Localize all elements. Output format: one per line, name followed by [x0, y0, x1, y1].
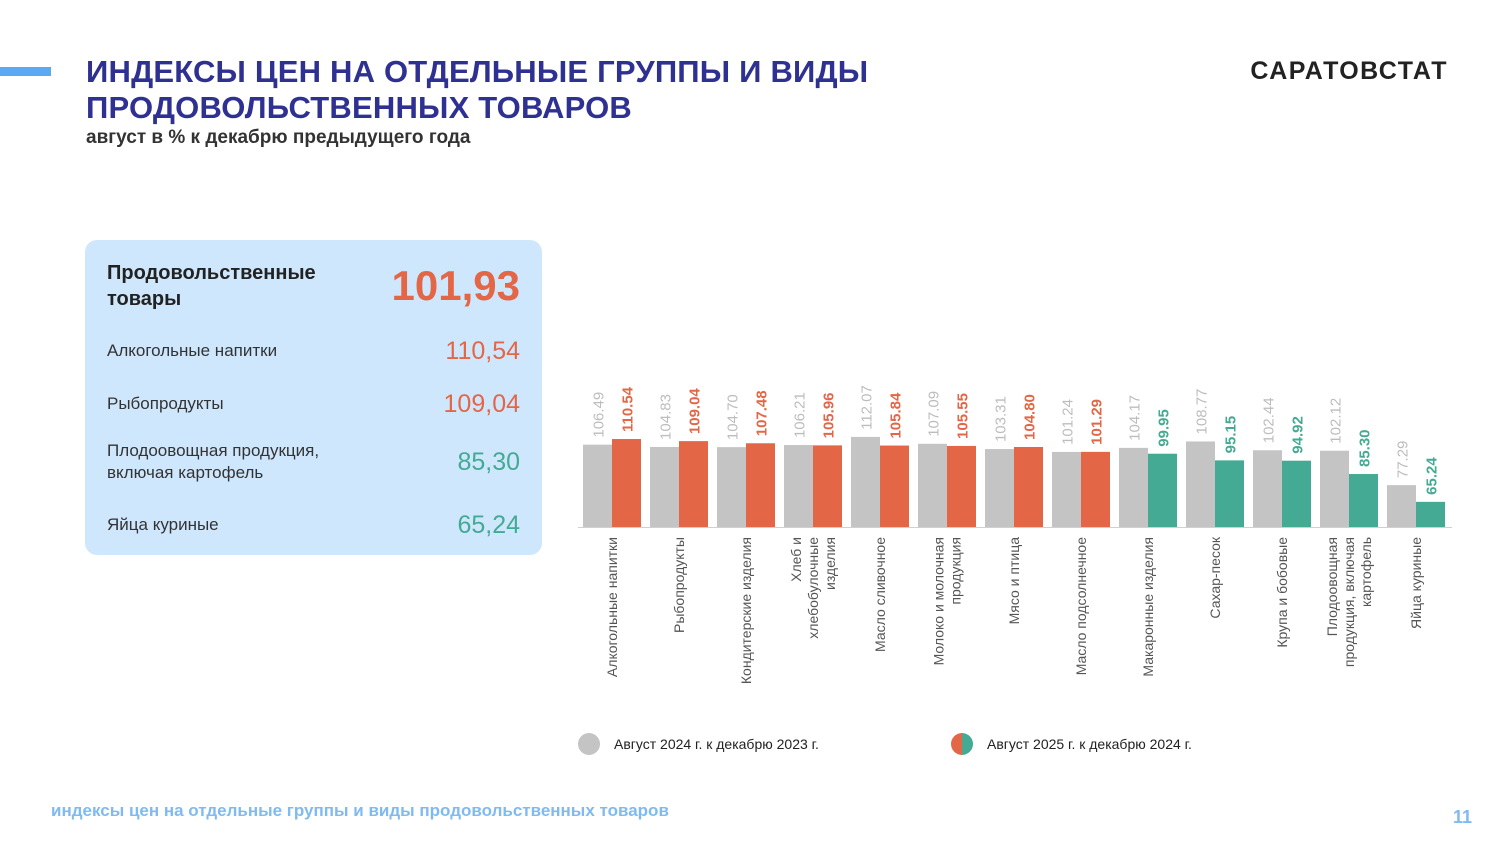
data-label-2025: 110.54 — [620, 386, 637, 432]
summary-value: 85,30 — [457, 447, 520, 476]
bar-2025 — [679, 441, 708, 527]
summary-row-alcohol: Алкогольные напитки 110,54 — [107, 336, 520, 366]
summary-row-food: Продовольственные товары 101,93 — [107, 260, 520, 312]
bar-2024 — [1387, 485, 1416, 527]
bar-2025 — [1081, 451, 1110, 527]
legend-two-color-dot-icon — [951, 733, 973, 755]
data-label-2025: 85.30 — [1357, 429, 1374, 467]
bar-2024 — [851, 436, 880, 527]
data-label-2024: 106.21 — [792, 392, 809, 438]
accent-bar — [0, 67, 51, 76]
category-tick-label: Яйца куриные — [1408, 537, 1424, 629]
bar-2025 — [947, 445, 976, 527]
summary-row-vegetables: Плодоовощная продукция, включая картофел… — [107, 438, 520, 486]
category-tick-label: Масло сливочное — [872, 537, 888, 652]
data-label-2024: 102.44 — [1261, 397, 1278, 443]
summary-label: Рыбопродукты — [107, 394, 224, 413]
page-title: ИНДЕКСЫ ЦЕН НА ОТДЕЛЬНЫЕ ГРУППЫ И ВИДЫ П… — [86, 54, 869, 125]
data-label-2024: 108.77 — [1194, 389, 1211, 435]
data-label-2025: 99.95 — [1156, 409, 1173, 447]
bar-2025 — [1349, 474, 1378, 527]
category-tick-label: Кондитерские изделия — [738, 537, 754, 684]
data-label-2025: 95.15 — [1223, 416, 1240, 454]
data-label-2025: 65.24 — [1424, 457, 1441, 495]
summary-label: Плодоовощная продукция, включая картофел… — [107, 441, 320, 482]
category-tick-label: Сахар-песок — [1207, 536, 1223, 618]
legend-label: Август 2025 г. к декабрю 2024 г. — [987, 736, 1192, 752]
bar-2024 — [1253, 450, 1282, 527]
bar-2024 — [784, 445, 813, 527]
bar-2024 — [583, 444, 612, 527]
category-tick-label: Масло подсолнечное — [1073, 537, 1089, 676]
summary-panel: Продовольственные товары 101,93 Алкоголь… — [85, 240, 542, 555]
data-label-2024: 112.07 — [859, 385, 876, 430]
data-label-2024: 102.12 — [1328, 398, 1345, 444]
category-tick-label: Макаронные изделия — [1140, 537, 1156, 677]
brand-logo-text: САРАТОВСТАТ — [1250, 57, 1448, 85]
data-label-2024: 103.31 — [993, 396, 1010, 442]
bar-2025 — [1282, 460, 1311, 527]
legend-label: Август 2024 г. к декабрю 2023 г. — [614, 736, 819, 752]
category-tick-label: Молоко и молочнаяпродукция — [931, 537, 964, 665]
data-label-2025: 101.29 — [1089, 399, 1106, 445]
bar-2025 — [612, 439, 641, 527]
category-tick-label: Крупа и бобовые — [1274, 537, 1290, 648]
data-label-2024: 77.29 — [1395, 441, 1412, 479]
bar-2025 — [746, 443, 775, 527]
summary-label: Алкогольные напитки — [107, 341, 278, 360]
data-label-2024: 104.83 — [658, 394, 675, 440]
summary-row-eggs: Яйца куриные 65,24 — [107, 510, 520, 540]
summary-value: 101,93 — [391, 262, 520, 309]
summary-row-fish: Рыбопродукты 109,04 — [107, 389, 520, 419]
bar-2024 — [650, 446, 679, 527]
bar-2024 — [985, 449, 1014, 527]
data-label-2024: 101.24 — [1060, 399, 1077, 445]
bar-chart: 106.49 110.54 Алкогольные напитки 104.83 109… — [578, 385, 1452, 684]
data-label-2024: 104.17 — [1127, 395, 1144, 441]
bar-2024 — [1320, 450, 1349, 527]
data-label-2025: 105.55 — [955, 393, 972, 439]
data-label-2024: 107.09 — [926, 391, 943, 437]
bar-2025 — [1014, 446, 1043, 527]
data-label-2025: 109.04 — [687, 388, 704, 435]
category-tick-label: Хлеб ихлебобулочныеизделия — [788, 537, 838, 639]
data-label-2025: 105.84 — [888, 392, 905, 439]
bar-2024 — [1052, 451, 1081, 527]
bar-2025 — [1148, 453, 1177, 527]
legend-item-2024: Август 2024 г. к декабрю 2023 г. — [578, 732, 819, 756]
bar-2024 — [1186, 441, 1215, 527]
category-tick-label: Мясо и птица — [1006, 537, 1022, 625]
category-tick-label: Алкогольные напитки — [604, 537, 620, 677]
legend-item-2025: Август 2025 г. к декабрю 2024 г. — [951, 732, 1192, 756]
bar-2024 — [717, 447, 746, 527]
data-label-2024: 104.70 — [725, 394, 742, 440]
bar-2025 — [813, 445, 842, 527]
category-tick-label: Плодоовощнаяпродукция, включаякартофель — [1324, 537, 1374, 667]
data-label-2025: 94.92 — [1290, 416, 1307, 454]
data-label-2025: 104.80 — [1022, 394, 1039, 440]
page-subtitle: август в % к декабрю предыдущего года — [86, 127, 471, 148]
bar-2024 — [1119, 447, 1148, 527]
bar-2025 — [880, 445, 909, 527]
legend-gray-dot-icon — [578, 733, 600, 755]
summary-label: Яйца куриные — [107, 515, 219, 534]
bar-2024 — [918, 443, 947, 527]
data-label-2025: 105.96 — [821, 392, 838, 438]
footer-caption: индексы цен на отдельные группы и виды п… — [51, 801, 669, 820]
summary-value: 110,54 — [445, 336, 520, 365]
summary-label: Продовольственные товары — [107, 262, 316, 310]
category-tick-label: Рыбопродукты — [671, 537, 687, 633]
bar-2025 — [1215, 460, 1244, 527]
page-number: 11 — [1452, 807, 1472, 827]
summary-value: 65,24 — [457, 510, 520, 539]
summary-value: 109,04 — [443, 389, 520, 418]
data-label-2024: 106.49 — [591, 392, 608, 438]
bar-2025 — [1416, 501, 1445, 527]
data-label-2025: 107.48 — [754, 390, 771, 436]
